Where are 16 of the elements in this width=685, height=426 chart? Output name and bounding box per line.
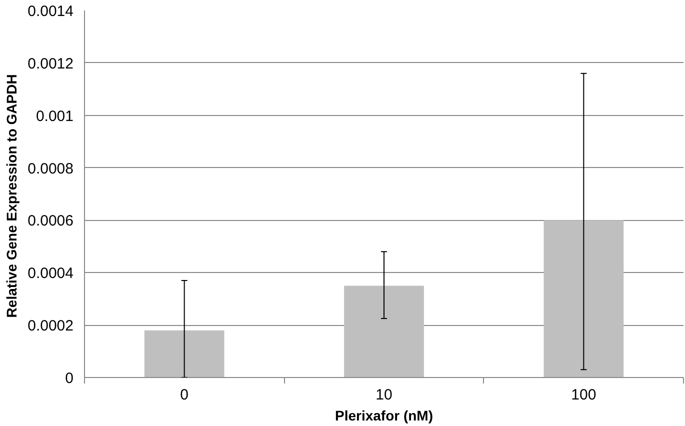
- y-tick-label: 0.0014: [28, 3, 74, 20]
- bar: [544, 220, 624, 378]
- x-axis-title: Plerixafor (nM): [334, 408, 434, 424]
- bar: [144, 330, 224, 378]
- y-tick-label: 0: [65, 370, 74, 387]
- bar: [344, 286, 424, 378]
- x-tick-label: 10: [376, 386, 392, 404]
- y-tick-label: 0.0002: [28, 318, 74, 335]
- y-tick-label: 0.0004: [28, 265, 74, 282]
- y-tick-label: 0.0008: [28, 160, 74, 178]
- y-tick-label: 0.001: [36, 108, 74, 125]
- x-tick-label: 0: [180, 386, 189, 404]
- y-tick-label: 0.0012: [28, 55, 74, 72]
- y-axis-title: Relative Gene Expression to GAPDH: [4, 74, 20, 318]
- x-tick-label: 100: [571, 386, 596, 404]
- y-tick-label: 0.0006: [28, 212, 74, 230]
